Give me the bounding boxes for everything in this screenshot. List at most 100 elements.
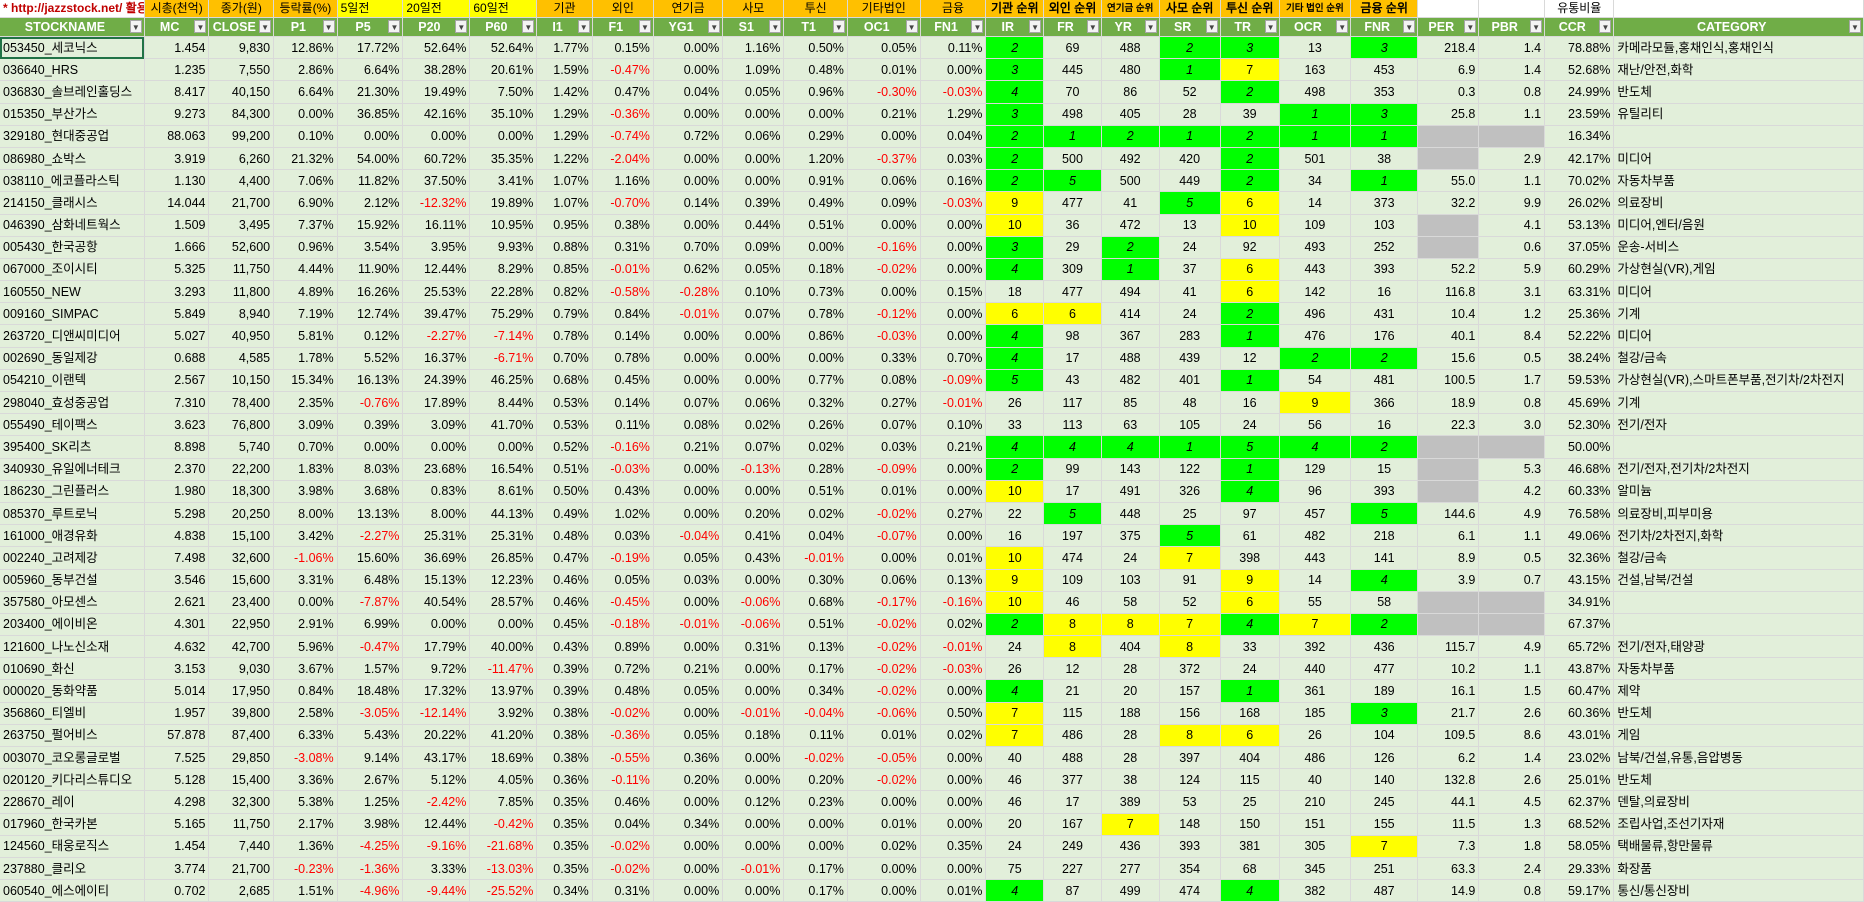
rank-cell[interactable]: 486	[1279, 746, 1352, 770]
cell-yg1[interactable]: 0.07%	[653, 391, 724, 415]
cell-p20[interactable]: 3.33%	[402, 857, 471, 881]
cell-t1[interactable]: 0.68%	[783, 591, 848, 614]
cell-t1[interactable]: 0.48%	[783, 58, 848, 82]
column-header-i1[interactable]: I1 ▼	[536, 17, 593, 37]
cell-t1[interactable]: 0.28%	[783, 458, 848, 481]
cell-p1[interactable]: 3.36%	[273, 768, 338, 792]
cell-mc[interactable]: 1.509	[144, 214, 210, 237]
cell-t1[interactable]: -0.02%	[783, 746, 848, 770]
rank-cell[interactable]: 24	[1220, 657, 1280, 681]
cell-p20[interactable]: 25.31%	[402, 524, 471, 548]
cell-f1[interactable]: 0.45%	[592, 369, 654, 393]
rank-cell[interactable]: 227	[1043, 857, 1102, 881]
cell-oc1[interactable]: 0.09%	[847, 191, 921, 215]
rank-cell[interactable]: 353	[1350, 80, 1419, 104]
cell-p5[interactable]: 54.00%	[337, 147, 404, 171]
rank-cell[interactable]: 75	[985, 857, 1045, 881]
rank-cell[interactable]: 16	[1220, 391, 1280, 415]
rank-cell[interactable]: 156	[1159, 702, 1221, 725]
cell-mc[interactable]: 2.621	[144, 591, 210, 614]
stock-name-cell[interactable]: 009160_SIMPAC	[0, 302, 145, 326]
stock-name-cell[interactable]: 161000_애경유화	[0, 524, 145, 548]
cell-t1[interactable]: 1.20%	[783, 147, 848, 171]
rank-cell[interactable]: 4	[985, 347, 1045, 370]
cell-close[interactable]: 78,400	[208, 391, 275, 415]
cell-yg1[interactable]: 0.05%	[653, 546, 724, 570]
cell-pbr[interactable]	[1478, 125, 1546, 148]
rank-cell[interactable]: 3	[985, 58, 1045, 82]
rank-cell[interactable]: 68	[1220, 857, 1280, 881]
cell-per[interactable]: 8.9	[1417, 546, 1480, 570]
cell-close[interactable]: 9,830	[208, 36, 275, 60]
cell-fn1[interactable]: 0.11%	[920, 36, 987, 60]
rank-cell[interactable]: 245	[1350, 790, 1419, 814]
cell-close[interactable]: 21,700	[208, 857, 275, 881]
stock-name-cell[interactable]: 340930_유일에너테크	[0, 458, 145, 481]
rank-cell[interactable]: 8	[1159, 724, 1221, 748]
cell-mc[interactable]: 14.044	[144, 191, 210, 215]
cell-i1[interactable]: 0.39%	[536, 657, 593, 681]
cell-pbr[interactable]: 2.6	[1478, 702, 1546, 725]
cell-oc1[interactable]: 0.05%	[847, 36, 921, 60]
cell-i1[interactable]: 0.38%	[536, 724, 593, 748]
rank-cell[interactable]: 1	[1101, 258, 1160, 282]
rank-cell[interactable]: 52	[1159, 80, 1221, 104]
cell-i1[interactable]: 0.68%	[536, 369, 593, 393]
rank-cell[interactable]: 4	[985, 435, 1045, 459]
cell-p1[interactable]: 7.06%	[273, 169, 338, 193]
cell-per[interactable]: 44.1	[1417, 790, 1480, 814]
cell-p20[interactable]: 16.37%	[402, 347, 471, 370]
cell-s1[interactable]: 0.10%	[722, 280, 785, 304]
cell-p1[interactable]: 2.35%	[273, 391, 338, 415]
cell-p20[interactable]: 39.47%	[402, 302, 471, 326]
cell-p1[interactable]: 3.98%	[273, 480, 338, 503]
cell-yg1[interactable]: 0.05%	[653, 724, 724, 748]
cell-oc1[interactable]: -0.02%	[847, 258, 921, 282]
cell-yg1[interactable]: 0.00%	[653, 147, 724, 171]
cell-fn1[interactable]: 0.10%	[920, 413, 987, 437]
cell-close[interactable]: 20,250	[208, 502, 275, 526]
cell-per[interactable]: 10.2	[1417, 657, 1480, 681]
rank-cell[interactable]: 37	[1159, 258, 1221, 282]
cell-i1[interactable]: 0.43%	[536, 635, 593, 659]
cell-fn1[interactable]: 0.00%	[920, 746, 987, 770]
cell-p5[interactable]: 2.67%	[337, 768, 404, 792]
cell-p60[interactable]: 7.85%	[469, 790, 538, 814]
rank-cell[interactable]: 6	[1043, 302, 1102, 326]
rank-cell[interactable]: 480	[1101, 58, 1160, 82]
cell-yg1[interactable]: 0.00%	[653, 591, 724, 614]
filter-dropdown-icon[interactable]: ▼	[1029, 20, 1042, 33]
category-cell[interactable]: 전기/전자,태양광	[1613, 635, 1864, 659]
cell-s1[interactable]: 0.00%	[722, 879, 785, 902]
cell-p20[interactable]: 37.50%	[402, 169, 471, 193]
cell-oc1[interactable]: -0.07%	[847, 524, 921, 548]
cell-p20[interactable]: 60.72%	[402, 147, 471, 171]
column-header-pbr[interactable]: PBR ▼	[1478, 17, 1546, 37]
cell-mc[interactable]: 8.417	[144, 80, 210, 104]
rank-cell[interactable]: 2	[1220, 147, 1280, 171]
cell-p60[interactable]: 0.00%	[469, 613, 538, 637]
column-header-tr[interactable]: TR ▼	[1220, 17, 1280, 37]
cell-p5[interactable]: -3.05%	[337, 702, 404, 725]
cell-p60[interactable]: -21.68%	[469, 835, 538, 858]
cell-close[interactable]: 7,440	[208, 835, 275, 858]
cell-p60[interactable]: 4.05%	[469, 768, 538, 792]
rank-cell[interactable]: 377	[1043, 768, 1102, 792]
cell-p1[interactable]: 2.58%	[273, 702, 338, 725]
category-cell[interactable]: 게임	[1613, 724, 1864, 748]
rank-cell[interactable]: 488	[1043, 746, 1102, 770]
cell-mc[interactable]: 7.525	[144, 746, 210, 770]
cell-p1[interactable]: 1.51%	[273, 879, 338, 902]
cell-s1[interactable]: 0.00%	[722, 835, 785, 858]
cell-close[interactable]: 22,950	[208, 613, 275, 637]
category-cell[interactable]: 미디어	[1613, 147, 1864, 171]
cell-close[interactable]: 3,495	[208, 214, 275, 237]
rank-cell[interactable]: 393	[1159, 835, 1221, 858]
cell-p20[interactable]: 0.00%	[402, 435, 471, 459]
cell-p1[interactable]: 3.42%	[273, 524, 338, 548]
cell-ccr[interactable]: 58.05%	[1544, 835, 1615, 858]
cell-fn1[interactable]: 0.00%	[920, 857, 987, 881]
cell-ccr[interactable]: 78.88%	[1544, 36, 1615, 60]
cell-per[interactable]	[1417, 613, 1480, 637]
cell-mc[interactable]: 3.293	[144, 280, 210, 304]
